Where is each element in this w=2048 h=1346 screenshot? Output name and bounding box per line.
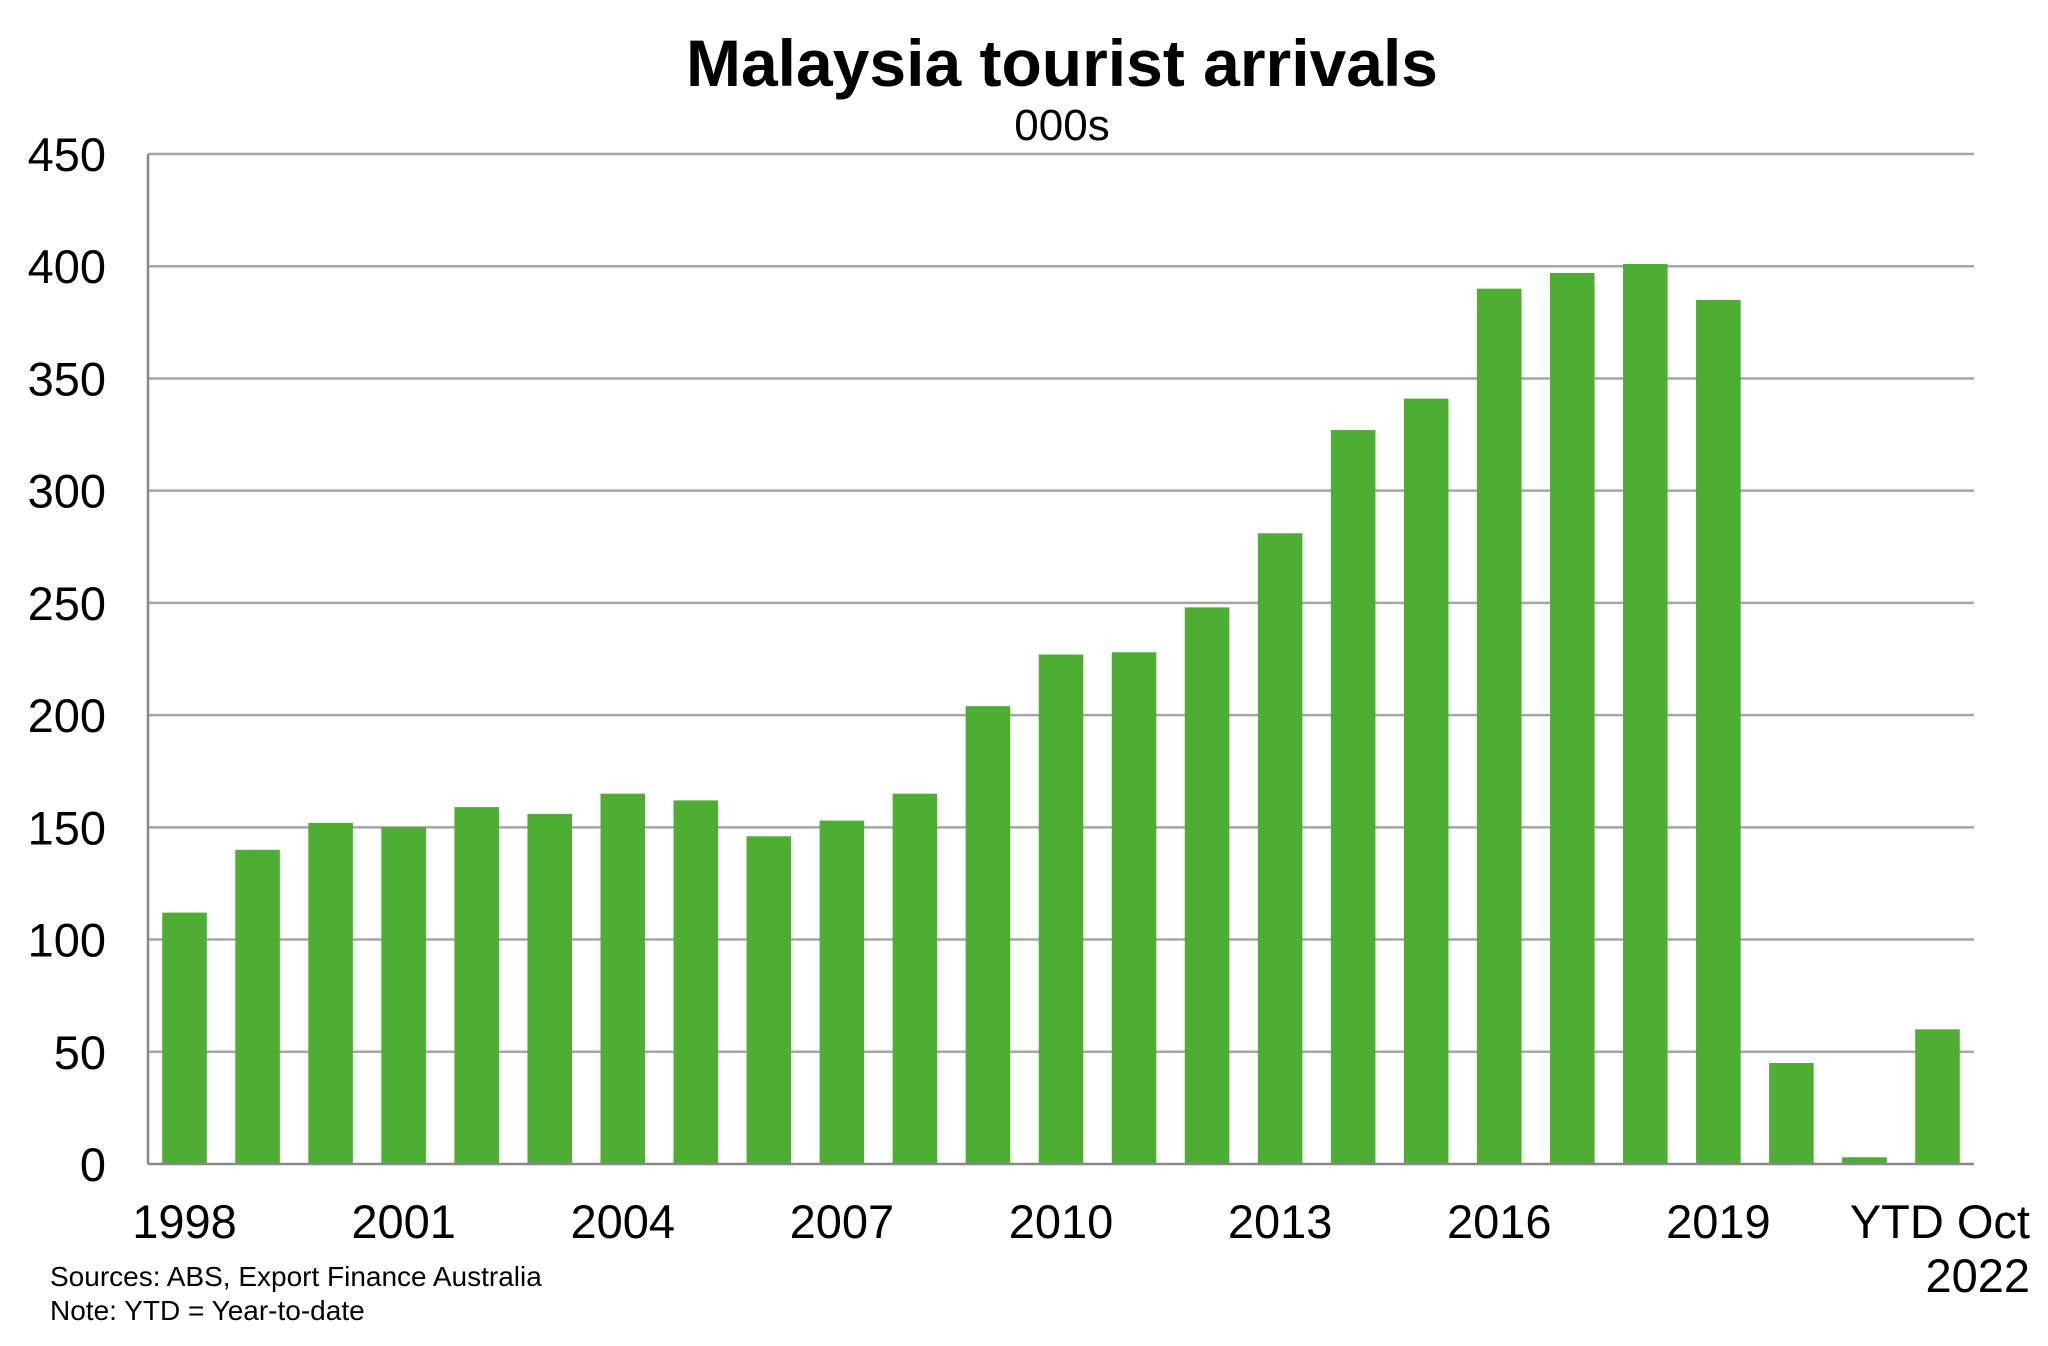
bar-ytd-oct-2022: [1915, 1029, 1960, 1164]
y-tick-label: 0: [80, 1138, 106, 1191]
x-tick-label: 2022: [1925, 1249, 2030, 1302]
x-tick-label: 2001: [351, 1195, 456, 1248]
y-tick-labels: 0 50 100 150 200 250 300 350 400 450: [28, 128, 106, 1191]
y-tick-label: 300: [28, 465, 106, 518]
bar-2011: [1111, 652, 1157, 1164]
bar-2016: [1476, 288, 1522, 1165]
x-tick-label: 2007: [790, 1195, 895, 1248]
y-tick-label: 450: [28, 128, 106, 181]
ytd-note: Note: YTD = Year-to-date: [50, 1295, 365, 1326]
x-tick-label: 2019: [1666, 1195, 1771, 1248]
bar-2017: [1550, 272, 1595, 1164]
bar-2000: [308, 822, 353, 1164]
bar-2002: [454, 807, 499, 1164]
bar-2018: [1623, 263, 1668, 1164]
bar-2008: [892, 793, 938, 1164]
bar-2013: [1257, 533, 1303, 1164]
bar-2006: [746, 836, 792, 1164]
x-tick-label: 2004: [570, 1195, 675, 1248]
bar-1999: [235, 849, 280, 1164]
x-tick-labels: 1998 2001 2004 2007 2010 2013 2016 2019 YTD Oct2…: [132, 1195, 2030, 1302]
bar-2020: [1769, 1063, 1814, 1164]
bar-2014: [1330, 430, 1376, 1165]
bar-2005: [673, 800, 719, 1164]
bar-2009: [965, 706, 1011, 1164]
chart-subtitle: 000s: [1014, 101, 1109, 150]
bar-2003: [527, 813, 572, 1164]
chart-title: Malaysia tourist arrivals: [686, 26, 1438, 100]
y-tick-label: 350: [28, 352, 106, 405]
bar-2019: [1696, 299, 1741, 1164]
bar-2012: [1184, 607, 1230, 1164]
y-tick-label: 100: [28, 914, 106, 967]
bar-2021: [1842, 1157, 1887, 1164]
bar-2001: [381, 827, 426, 1164]
x-tick-label: 1998: [132, 1195, 237, 1248]
x-tick-label: 2016: [1447, 1195, 1552, 1248]
bars: [162, 263, 1960, 1165]
bar-2015: [1403, 398, 1449, 1165]
y-tick-label: 50: [54, 1026, 106, 1079]
y-tick-label: 150: [28, 801, 106, 854]
bar-2010: [1038, 654, 1084, 1164]
x-tick-label: 2010: [1009, 1195, 1114, 1248]
y-tick-label: 250: [28, 577, 106, 630]
bar-2007: [819, 820, 865, 1164]
x-tick-label: 2013: [1228, 1195, 1333, 1248]
sources-note: Sources: ABS, Export Finance Australia: [50, 1261, 542, 1292]
bar-1998: [162, 912, 207, 1164]
bar-2004: [600, 793, 646, 1164]
y-tick-label: 400: [28, 240, 106, 293]
x-tick-label: YTD Oct: [1850, 1195, 2030, 1248]
gridlines: [148, 152, 1974, 1054]
y-tick-label: 200: [28, 689, 106, 742]
